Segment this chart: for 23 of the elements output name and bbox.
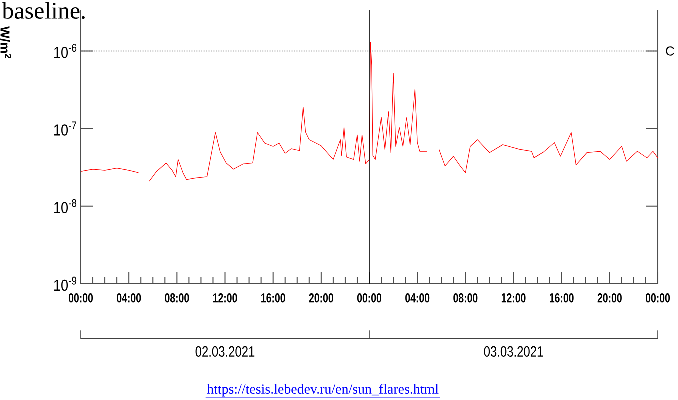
annotation: baseline. xyxy=(2,2,85,20)
y-tick-label: 10$^{-8}$ xyxy=(54,199,77,214)
x-tick-label: 16:00 xyxy=(262,294,286,303)
x-tick-label: 12:00 xyxy=(213,294,238,303)
x-tick-label: 20:00 xyxy=(309,294,334,303)
x-tick-label: 12:00 xyxy=(502,294,526,303)
x-tick-label: 04:00 xyxy=(117,294,142,303)
y-tick-label: 10$^{-9}$ xyxy=(54,276,77,292)
y-tick-label: 10$^{-7}$ xyxy=(54,122,77,136)
text: 03.03.2021 xyxy=(484,346,544,358)
y-axis-title: W/m$^{2}$ xyxy=(0,26,12,58)
x-tick-label: 20:00 xyxy=(598,294,622,303)
x-tick-label: 08:00 xyxy=(165,294,190,303)
x-tick-label: 08:00 xyxy=(454,294,478,303)
y-tick-label: 10$^{-6}$ xyxy=(54,44,77,58)
x-tick-label: 04:00 xyxy=(406,294,430,303)
text: 02.03.2021 xyxy=(196,346,255,358)
x-tick-label: 00:00 xyxy=(68,294,94,303)
ref-line-label: C xyxy=(666,46,674,56)
x-tick-label: 00:00 xyxy=(357,294,382,303)
x-tick-label: 16:00 xyxy=(550,294,574,303)
text: https://tesis.lebedev.ru/en/sun_flares.html xyxy=(207,384,439,397)
x-tick-label: 00:00 xyxy=(646,294,670,303)
